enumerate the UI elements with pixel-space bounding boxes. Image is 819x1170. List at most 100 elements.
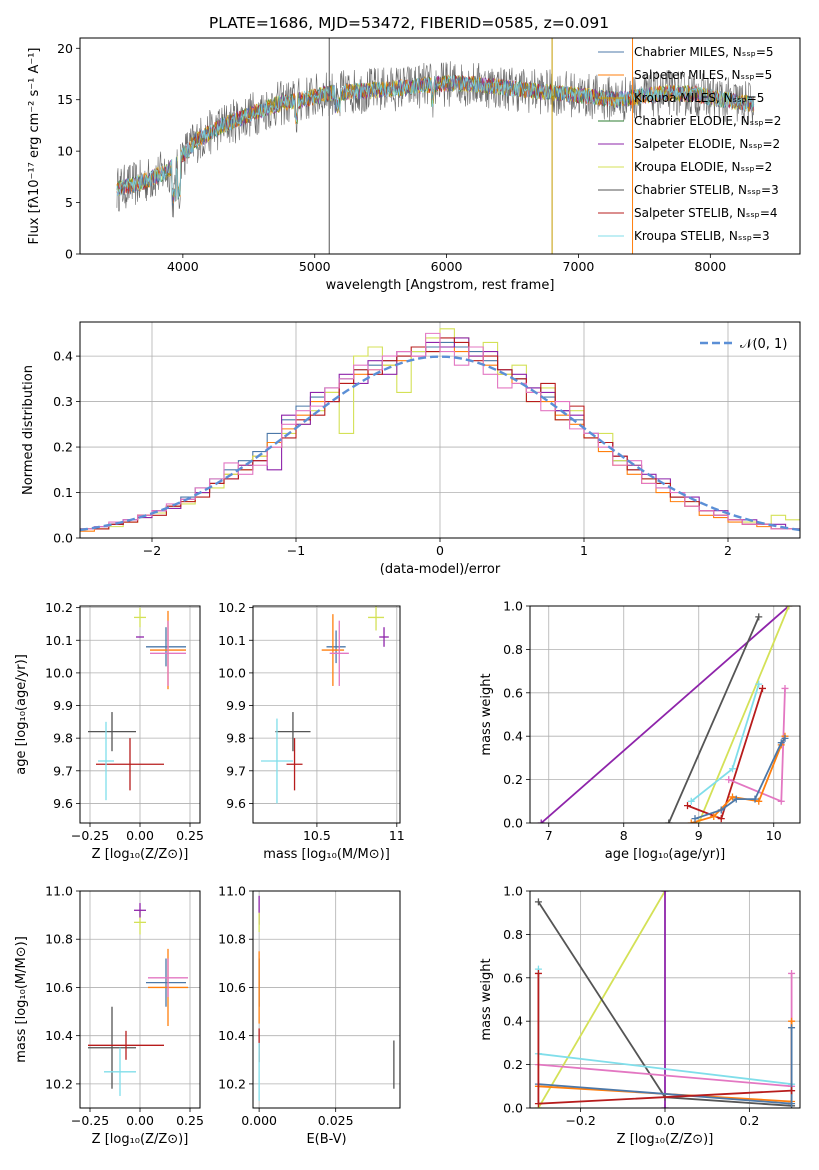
x-tick-label: 0.2 bbox=[739, 1113, 759, 1128]
y-tick-label: 0.4 bbox=[53, 349, 73, 364]
plot-area-residuals bbox=[80, 328, 800, 532]
legend-entry: Kroupa MILES, Nₛₛₚ=5 bbox=[634, 91, 764, 105]
chart-Z_vs_mass: −0.25 0.00 0.25 10.2 10.4 10.6 10.8 11.0 Z [log₁… bbox=[14, 884, 204, 1148]
histogram-series-pink bbox=[80, 332, 800, 530]
x-tick-label: 8000 bbox=[694, 259, 726, 274]
x-tick-label: −1 bbox=[287, 543, 305, 558]
plot-area-EBV_vs_mass bbox=[258, 895, 395, 1101]
y-tick-label: 1.0 bbox=[503, 884, 523, 899]
x-tick-label: 8 bbox=[620, 828, 628, 843]
y-tick-label: 10.0 bbox=[45, 665, 73, 680]
legend-entry: Chabrier MILES, Nₛₛₚ=5 bbox=[634, 45, 774, 59]
y-tick-label: 0.6 bbox=[503, 685, 523, 700]
y-tick-label: 10.8 bbox=[218, 932, 246, 947]
weight-marker bbox=[661, 891, 669, 895]
x-axis-label: Z [log₁₀(Z/Z⊙)] bbox=[92, 1132, 189, 1147]
weight-marker bbox=[729, 765, 736, 773]
axes-frame bbox=[79, 321, 801, 539]
y-axis-label: Flux [fλ10⁻¹⁷ erg cm⁻² s⁻¹ A⁻¹] bbox=[27, 48, 42, 245]
weight-marker bbox=[665, 819, 673, 823]
x-tick-label: 11 bbox=[389, 828, 405, 843]
weight-marker bbox=[691, 815, 699, 823]
x-tick-label: 0.025 bbox=[318, 1113, 354, 1128]
axes-frame bbox=[252, 605, 401, 824]
y-tick-label: 10.2 bbox=[218, 1076, 246, 1091]
y-tick-label: 0.2 bbox=[53, 440, 73, 455]
y-tick-label: 10.1 bbox=[218, 633, 246, 648]
y-tick-label: 9.9 bbox=[53, 698, 73, 713]
x-tick-label: −0.2 bbox=[565, 1113, 595, 1128]
x-tick-label: 7000 bbox=[563, 259, 595, 274]
weight-marker bbox=[788, 1017, 796, 1025]
x-axis-label: (data-model)/error bbox=[380, 562, 501, 577]
spectrum-model-chabrier_miles bbox=[116, 75, 755, 206]
plot-area-age_vs_weight bbox=[537, 606, 793, 823]
y-tick-label: 10.6 bbox=[218, 980, 246, 995]
weight-marker bbox=[534, 1100, 542, 1108]
axes-frame bbox=[79, 605, 201, 824]
x-tick-label: 2 bbox=[724, 543, 732, 558]
weight-marker bbox=[755, 680, 763, 688]
weight-marker bbox=[781, 684, 789, 692]
x-tick-label: 0.0 bbox=[655, 1113, 675, 1128]
weight-marker bbox=[755, 613, 763, 621]
weight-marker bbox=[759, 684, 766, 692]
y-tick-label: 0.0 bbox=[53, 531, 73, 546]
y-axis-label: Normed distribution bbox=[21, 365, 36, 495]
y-tick-label: 0.0 bbox=[503, 816, 523, 831]
y-tick-label: 10.4 bbox=[218, 1028, 246, 1043]
x-tick-label: 0.00 bbox=[126, 1113, 154, 1128]
x-tick-label: 0.000 bbox=[241, 1113, 277, 1128]
legend-entry: Chabrier ELODIE, Nₛₛₚ=2 bbox=[634, 114, 781, 128]
weight-marker bbox=[788, 1087, 796, 1095]
spectrum-model-kroupa_stelib bbox=[116, 75, 755, 203]
weight-marker bbox=[785, 606, 793, 610]
weight-marker bbox=[717, 815, 725, 823]
y-tick-label: 0.8 bbox=[503, 927, 523, 942]
y-tick-label: 0.2 bbox=[503, 1057, 523, 1072]
y-tick-label: 0.8 bbox=[503, 642, 523, 657]
weight-marker bbox=[537, 819, 545, 823]
weight-marker bbox=[717, 806, 725, 814]
plot-area-mass_vs_age bbox=[260, 606, 389, 804]
weight-marker bbox=[755, 797, 763, 805]
weight-marker bbox=[687, 819, 695, 823]
y-axis-label: mass weight bbox=[479, 958, 494, 1040]
y-tick-label: 9.6 bbox=[226, 796, 246, 811]
x-tick-label: 10.5 bbox=[303, 828, 331, 843]
x-axis-label: age [log₁₀(age/yr)] bbox=[605, 847, 726, 862]
x-tick-label: 4000 bbox=[167, 259, 199, 274]
weight-marker bbox=[534, 969, 542, 977]
plot-area-Z_vs_weight bbox=[534, 891, 796, 1108]
x-axis-label: wavelength [Angstrom, rest frame] bbox=[326, 278, 555, 293]
y-tick-label: 15 bbox=[57, 92, 73, 107]
axes-frame bbox=[79, 890, 201, 1109]
x-tick-label: −0.25 bbox=[71, 1113, 109, 1128]
y-tick-label: 9.9 bbox=[226, 698, 246, 713]
axes-frame bbox=[529, 890, 801, 1109]
legend-entry: Kroupa STELIB, Nₛₛₚ=3 bbox=[634, 229, 770, 243]
x-tick-label: 0.00 bbox=[126, 828, 154, 843]
x-axis-label: E(B-V) bbox=[306, 1132, 346, 1147]
weight-marker bbox=[729, 793, 736, 801]
weight-line-chabrier_stelib bbox=[667, 616, 760, 823]
spectrum-legend: Chabrier MILES, Nₛₛₚ=5 Salpeter MILES, Nₛ… bbox=[598, 45, 781, 243]
y-tick-label: 0.4 bbox=[503, 729, 523, 744]
y-tick-label: 10.2 bbox=[218, 600, 246, 615]
chart-Z_vs_age: −0.25 0.00 0.25 9.6 9.7 9.8 9.9 10.0 10.1 10.2 Z [… bbox=[14, 600, 204, 862]
y-tick-label: 10.0 bbox=[218, 665, 246, 680]
x-tick-label: 9 bbox=[695, 828, 703, 843]
chart-mass_vs_age: 10.5 11 9.6 9.7 9.8 9.9 10.0 10.1 10.2 mass [log₁… bbox=[218, 600, 405, 862]
y-tick-label: 0.1 bbox=[53, 485, 73, 500]
y-tick-label: 1.0 bbox=[503, 599, 523, 614]
weight-marker bbox=[788, 1024, 796, 1032]
y-tick-label: 10.4 bbox=[45, 1028, 73, 1043]
y-tick-label: 10 bbox=[57, 144, 73, 159]
legend-entry: Kroupa ELODIE, Nₛₛₚ=2 bbox=[634, 160, 772, 174]
y-tick-label: 9.8 bbox=[53, 731, 73, 746]
y-tick-label: 11.0 bbox=[218, 884, 246, 899]
plot-area-Z_vs_mass bbox=[88, 903, 188, 1096]
y-tick-label: 9.7 bbox=[226, 763, 246, 778]
